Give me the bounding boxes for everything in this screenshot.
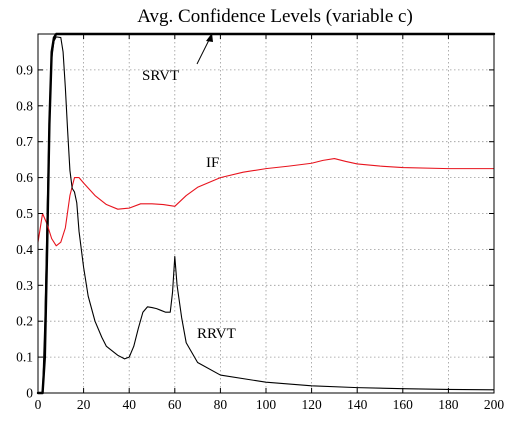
y-tick-label: 0.1 bbox=[16, 350, 33, 365]
x-tick-label: 60 bbox=[168, 397, 182, 412]
x-tick-label: 100 bbox=[256, 397, 277, 412]
annotations: SRVT IF RRVT bbox=[142, 33, 236, 342]
x-tick-label: 0 bbox=[35, 397, 42, 412]
y-tick-label: 0.8 bbox=[16, 98, 33, 113]
x-tick-label: 140 bbox=[347, 397, 368, 412]
y-tick-label: 0.9 bbox=[16, 62, 33, 77]
y-tick-label: 0 bbox=[26, 386, 33, 401]
y-tick-label: 0.7 bbox=[16, 134, 33, 149]
x-tick-label: 160 bbox=[393, 397, 414, 412]
x-tick-label: 20 bbox=[77, 397, 91, 412]
y-axis-tick-labels: 0 0.1 0.2 0.3 0.4 0.5 0.6 0.7 0.8 0.9 bbox=[16, 62, 33, 400]
y-tick-label: 0.2 bbox=[16, 314, 33, 329]
annotation-if: IF bbox=[206, 155, 219, 171]
grid-lines bbox=[38, 34, 494, 393]
annotation-rrvt: RRVT bbox=[197, 326, 236, 342]
x-tick-label: 200 bbox=[484, 397, 505, 412]
series-line-rrvt bbox=[37, 36, 495, 394]
srvt-annotation-arrow bbox=[196, 37, 211, 65]
axis-ticks bbox=[37, 34, 495, 394]
y-tick-label: 0.5 bbox=[16, 206, 33, 221]
x-tick-label: 40 bbox=[122, 397, 136, 412]
x-axis-tick-labels: 0 20 40 60 80 100 120 140 160 180 200 bbox=[35, 397, 505, 412]
srvt-annotation-arrowhead bbox=[206, 33, 213, 42]
x-tick-label: 180 bbox=[438, 397, 459, 412]
x-tick-label: 120 bbox=[301, 397, 322, 412]
y-tick-label: 0.4 bbox=[16, 242, 33, 257]
y-tick-label: 0.3 bbox=[16, 278, 33, 293]
series-line-if bbox=[37, 158, 495, 247]
chart-title: Avg. Confidence Levels (variable c) bbox=[137, 6, 413, 27]
series-lines bbox=[36, 32, 496, 395]
y-tick-label: 0.6 bbox=[16, 170, 33, 185]
annotation-srvt: SRVT bbox=[142, 68, 179, 84]
x-tick-label: 80 bbox=[214, 397, 228, 412]
